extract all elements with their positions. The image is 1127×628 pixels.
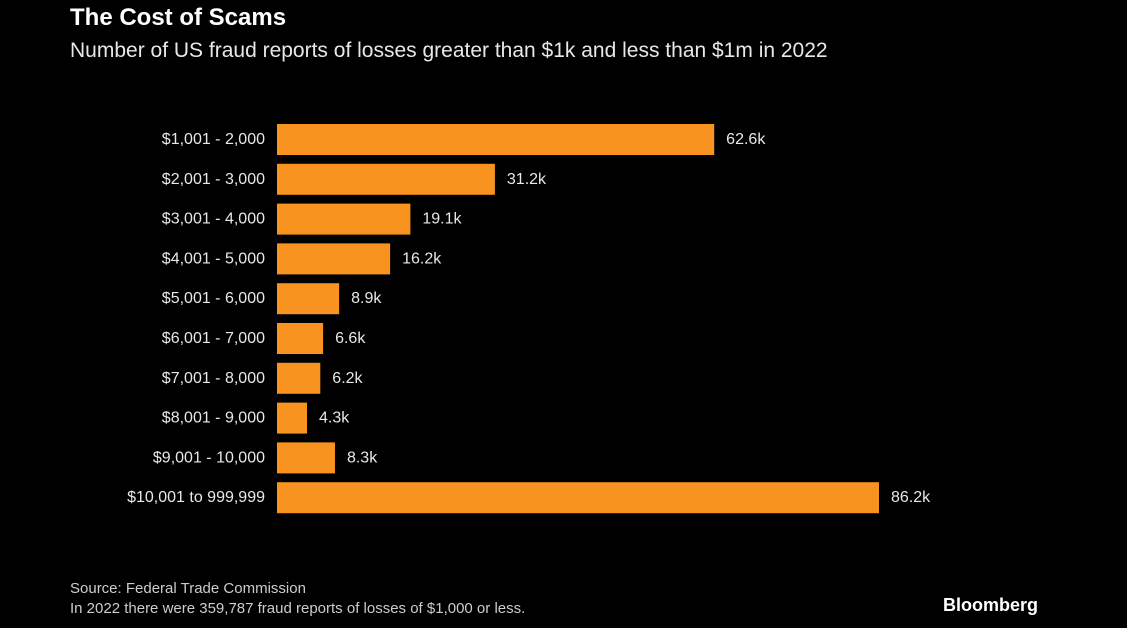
value-label: 4.3k (319, 410, 350, 427)
bar (277, 163, 495, 195)
bar (277, 323, 324, 354)
bar (277, 243, 391, 275)
bar (277, 362, 321, 394)
bar (277, 124, 715, 155)
value-label: 19.1k (422, 211, 462, 228)
bar (277, 442, 335, 474)
bar (277, 402, 308, 434)
chart-title: The Cost of Scams (70, 4, 287, 31)
value-label: 8.9k (351, 290, 382, 307)
value-label: 6.6k (335, 330, 366, 347)
value-label: 8.3k (347, 449, 378, 466)
category-label: $10,001 to 999,999 (127, 489, 265, 506)
category-label: $4,001 - 5,000 (162, 250, 265, 267)
category-label: $3,001 - 4,000 (162, 211, 265, 228)
bar (277, 283, 340, 315)
value-label: 16.2k (402, 250, 442, 267)
category-label: $6,001 - 7,000 (162, 330, 265, 347)
category-label: $1,001 - 2,000 (162, 131, 265, 148)
value-label: 62.6k (726, 131, 766, 148)
value-label: 6.2k (332, 370, 363, 387)
bloomberg-logo: Bloomberg (942, 595, 1038, 615)
category-label: $9,001 - 10,000 (153, 449, 265, 466)
category-label: $2,001 - 3,000 (162, 171, 265, 188)
footnote: In 2022 there were 359,787 fraud reports… (70, 600, 526, 617)
category-label: $8,001 - 9,000 (162, 410, 265, 427)
value-label: 86.2k (891, 489, 931, 506)
bar (277, 482, 879, 514)
category-label: $7,001 - 8,000 (162, 370, 265, 387)
value-label: 31.2k (507, 171, 547, 188)
category-label: $5,001 - 6,000 (162, 290, 265, 307)
source-note: Source: Federal Trade Commission (70, 580, 306, 597)
chart-subtitle: Number of US fraud reports of losses gre… (70, 39, 828, 62)
bar (277, 203, 411, 235)
